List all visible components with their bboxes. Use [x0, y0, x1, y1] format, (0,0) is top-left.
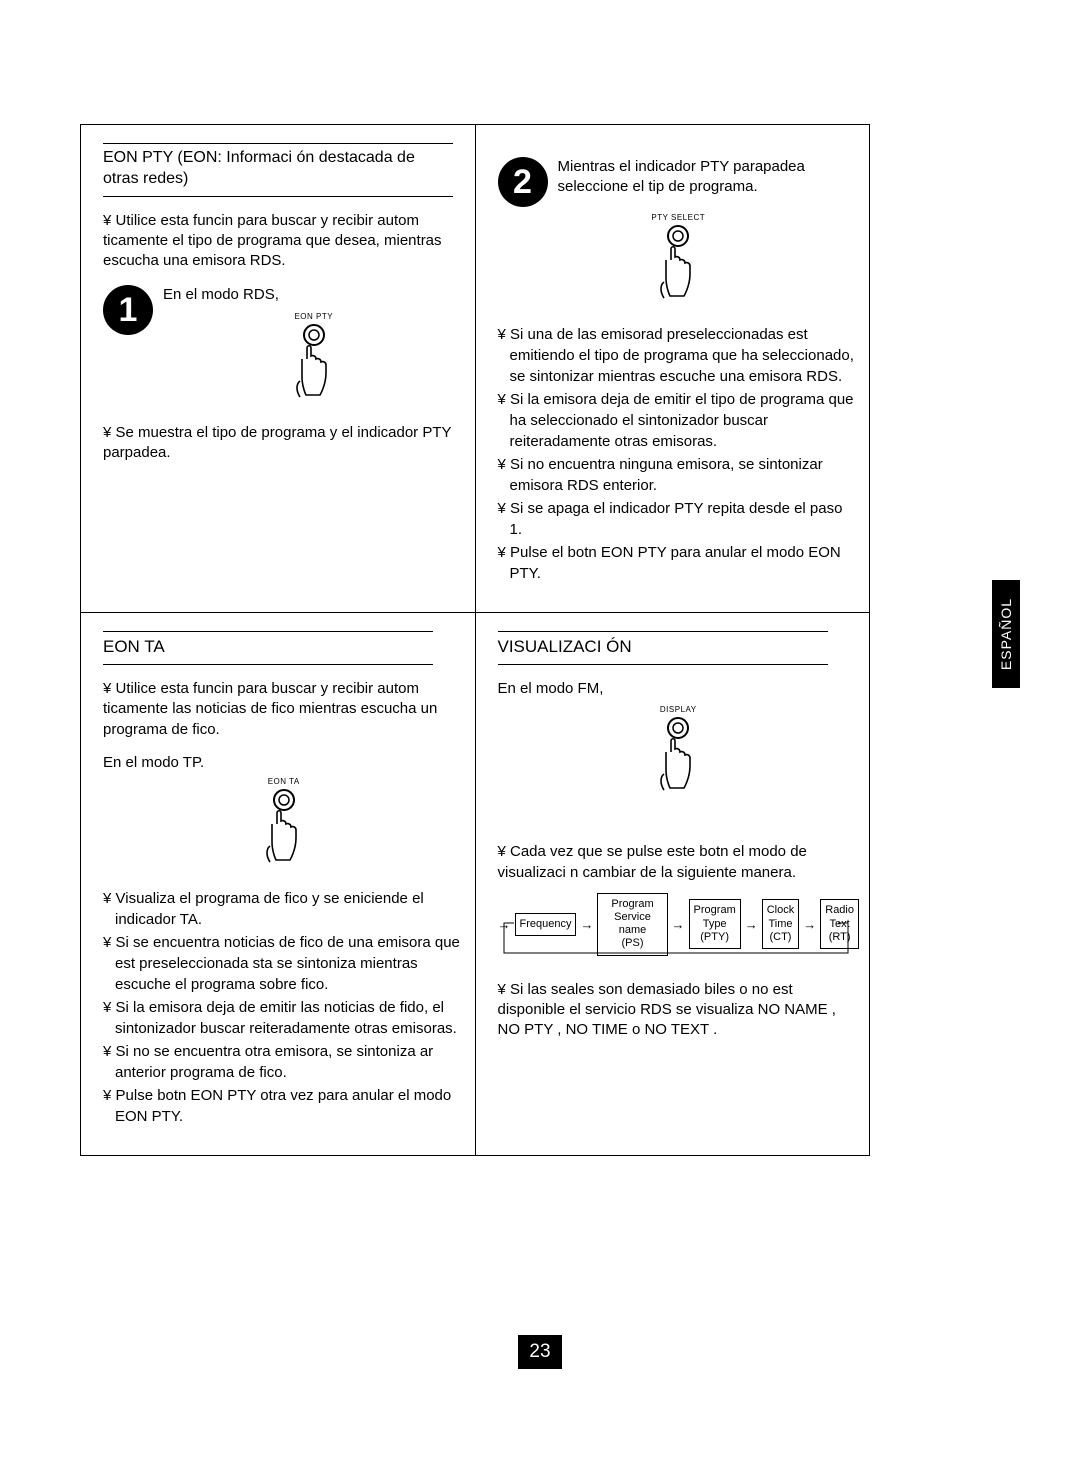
arrow-icon: →: [803, 917, 816, 932]
bullet-item: ¥ Pulse botn EON PTY otra vez para anula…: [103, 1085, 465, 1127]
button-press-icon: [292, 323, 336, 409]
flow-box: ClockTime(CT): [762, 899, 800, 949]
bullet-item: ¥ Si se encuentra noticias de fico de un…: [103, 932, 465, 995]
eon-ta-button-block: EON TA: [262, 777, 306, 874]
eon-pty-step2: 2 Mientras el indicador PTY parapadea se…: [498, 157, 860, 207]
row-eon-pty: EON PTY (EON: Informaci ón destacada de …: [81, 125, 869, 613]
eon-ta-mode: En el modo TP.: [103, 754, 465, 771]
step-badge-2: 2: [498, 157, 548, 207]
page-number-box: 23: [518, 1335, 562, 1369]
eon-pty-button-label: EON PTY: [294, 312, 333, 321]
bullet-item: ¥ Pulse el botn EON PTY para anular el m…: [498, 542, 860, 584]
button-press-icon: [262, 788, 306, 874]
visual-intro: ¥ Cada vez que se pulse este botn el mod…: [498, 842, 860, 883]
bullet-item: ¥ Si no encuentra ninguna emisora, se si…: [498, 454, 860, 496]
cell-eon-pty-left: EON PTY (EON: Informaci ón destacada de …: [81, 125, 476, 612]
flow-box: ProgramService name(PS): [597, 893, 667, 956]
arrow-icon: →: [672, 917, 685, 932]
visual-footer: ¥ Si las seales son demasiado biles o no…: [498, 980, 860, 1041]
eon-pty-button-block: EON PTY: [292, 312, 336, 409]
cell-eon-pty-right: 2 Mientras el indicador PTY parapadea se…: [476, 125, 870, 612]
eon-pty-after-step1: ¥ Se muestra el tipo de programa y el in…: [103, 423, 465, 464]
language-tab-label: ESPAÑOL: [998, 598, 1014, 670]
eon-ta-button-label: EON TA: [268, 777, 300, 786]
page-number: 23: [529, 1341, 550, 1363]
display-button-label: DISPLAY: [660, 705, 697, 714]
flow-box: RadioText(RT): [820, 899, 859, 949]
row-eon-ta-visual: EON TA ¥ Utilice esta funcin para buscar…: [81, 613, 869, 1155]
flow-box: Frequency: [515, 913, 577, 936]
bullet-item: ¥ Si no se encuentra otra emisora, se si…: [103, 1041, 465, 1083]
pty-select-button-label: PTY SELECT: [651, 213, 705, 222]
button-press-icon: [656, 224, 700, 310]
bullet-item: ¥ Si una de las emisorad preseleccionada…: [498, 324, 860, 387]
visual-title: VISUALIZACI ÓN: [498, 631, 828, 665]
eon-pty-step1: 1 En el modo RDS, EON PTY: [103, 285, 465, 408]
eon-ta-bullets: ¥ Visualiza el programa de fico y se eni…: [103, 888, 465, 1127]
eon-ta-title: EON TA: [103, 631, 433, 665]
cell-eon-ta: EON TA ¥ Utilice esta funcin para buscar…: [81, 613, 476, 1155]
bullet-item: ¥ Si se apaga el indicador PTY repita de…: [498, 498, 860, 540]
eon-pty-bullets2: ¥ Si una de las emisorad preseleccionada…: [498, 324, 860, 584]
flow-box: ProgramType(PTY): [689, 899, 741, 949]
arrow-icon: →: [498, 917, 511, 932]
arrow-icon: →: [580, 917, 593, 932]
visual-mode: En el modo FM,: [498, 679, 860, 699]
page-frame: EON PTY (EON: Informaci ón destacada de …: [80, 124, 870, 1156]
language-tab: ESPAÑOL: [992, 580, 1020, 688]
eon-pty-intro: ¥ Utilice esta funcin para buscar y reci…: [103, 211, 465, 272]
step-badge-1: 1: [103, 285, 153, 335]
arrow-icon: →: [745, 917, 758, 932]
visual-flow-wrap: → Frequency → ProgramService name(PS) → …: [498, 893, 860, 956]
bullet-item: ¥ Si la emisora deja de emitir las notic…: [103, 997, 465, 1039]
bullet-item: ¥ Si la emisora deja de emitir el tipo d…: [498, 389, 860, 452]
cell-visual: VISUALIZACI ÓN En el modo FM, DISPLAY ¥ …: [476, 613, 870, 1155]
eon-ta-intro: ¥ Utilice esta funcin para buscar y reci…: [103, 679, 465, 740]
pty-select-button-block: PTY SELECT: [651, 213, 705, 310]
eon-pty-title: EON PTY (EON: Informaci ón destacada de …: [103, 143, 453, 197]
bullet-item: ¥ Visualiza el programa de fico y se eni…: [103, 888, 465, 930]
eon-pty-step1-text: En el modo RDS,: [163, 285, 465, 305]
button-press-icon: [656, 716, 700, 802]
display-button-block: DISPLAY: [656, 705, 700, 802]
eon-pty-step2-text: Mientras el indicador PTY parapadea sele…: [558, 157, 860, 198]
